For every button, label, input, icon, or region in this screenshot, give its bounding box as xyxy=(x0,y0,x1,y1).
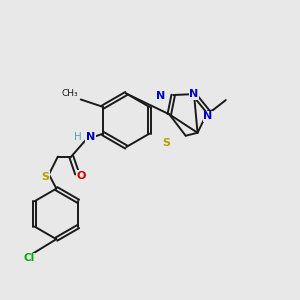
Text: O: O xyxy=(76,171,86,181)
Text: S: S xyxy=(162,138,170,148)
Text: S: S xyxy=(41,172,50,182)
Text: N: N xyxy=(203,111,213,122)
Text: CH₃: CH₃ xyxy=(62,89,78,98)
Text: N: N xyxy=(86,132,95,142)
Text: Cl: Cl xyxy=(23,254,34,263)
Text: N: N xyxy=(156,91,166,101)
Text: H: H xyxy=(74,132,82,142)
Text: N: N xyxy=(189,89,199,99)
